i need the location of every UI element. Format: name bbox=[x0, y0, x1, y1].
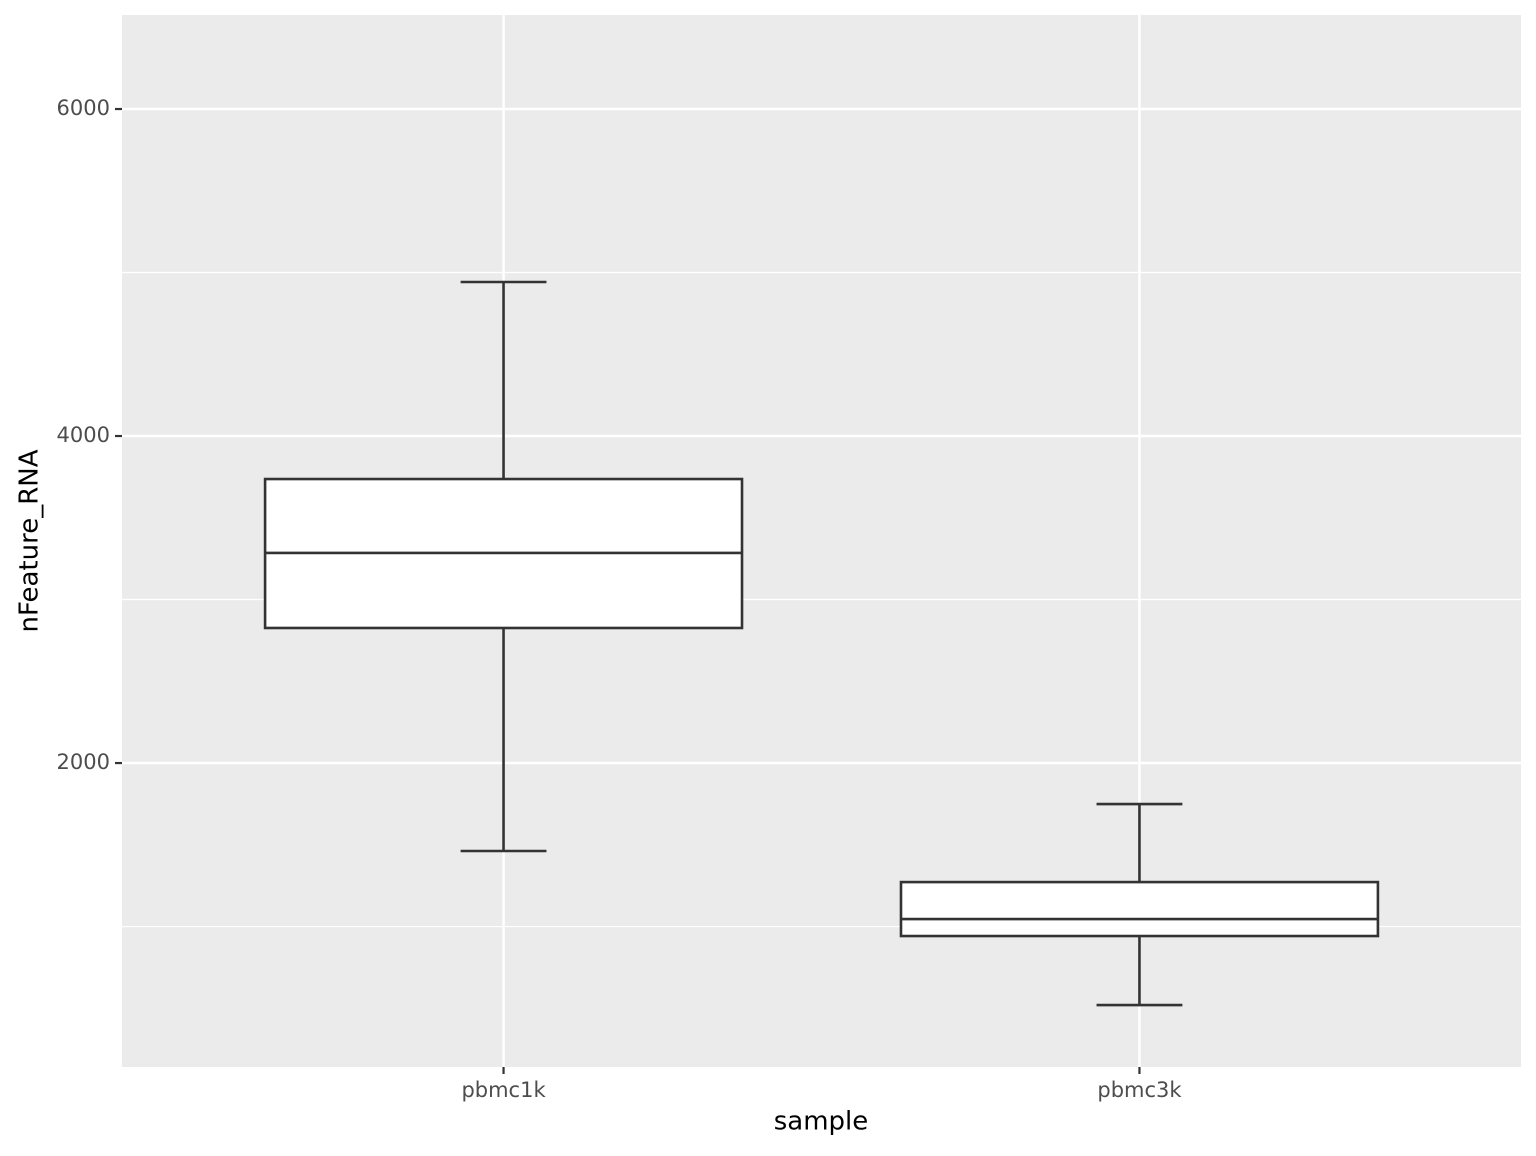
y-tick-label: 4000 bbox=[57, 423, 110, 447]
y-tick-label: 2000 bbox=[57, 750, 110, 774]
box bbox=[899, 880, 1380, 938]
x-axis-title: sample bbox=[774, 1107, 869, 1137]
x-tick-label: pbmc1k bbox=[461, 1078, 546, 1102]
x-tick-label: pbmc3k bbox=[1097, 1078, 1182, 1102]
y-axis-title: nFeature_RNA bbox=[15, 449, 45, 632]
y-tick-label: 6000 bbox=[57, 96, 110, 120]
